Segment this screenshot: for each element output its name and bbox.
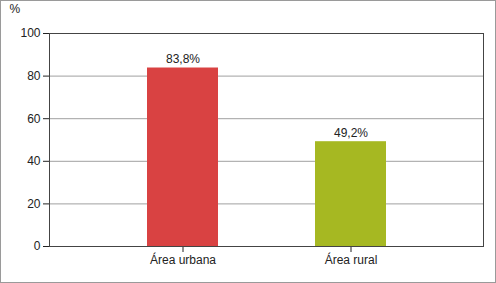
svg-text:49,2%: 49,2% [334,126,368,140]
svg-text:Área rural: Área rural [325,252,378,267]
svg-text:20: 20 [27,197,41,211]
svg-text:0: 0 [34,239,41,253]
svg-text:%: % [10,2,21,16]
svg-text:83,8%: 83,8% [166,52,200,66]
svg-text:40: 40 [27,154,41,168]
svg-text:60: 60 [27,112,41,126]
svg-text:Área urbana: Área urbana [150,252,216,267]
svg-text:100: 100 [20,26,40,40]
svg-text:80: 80 [27,69,41,83]
